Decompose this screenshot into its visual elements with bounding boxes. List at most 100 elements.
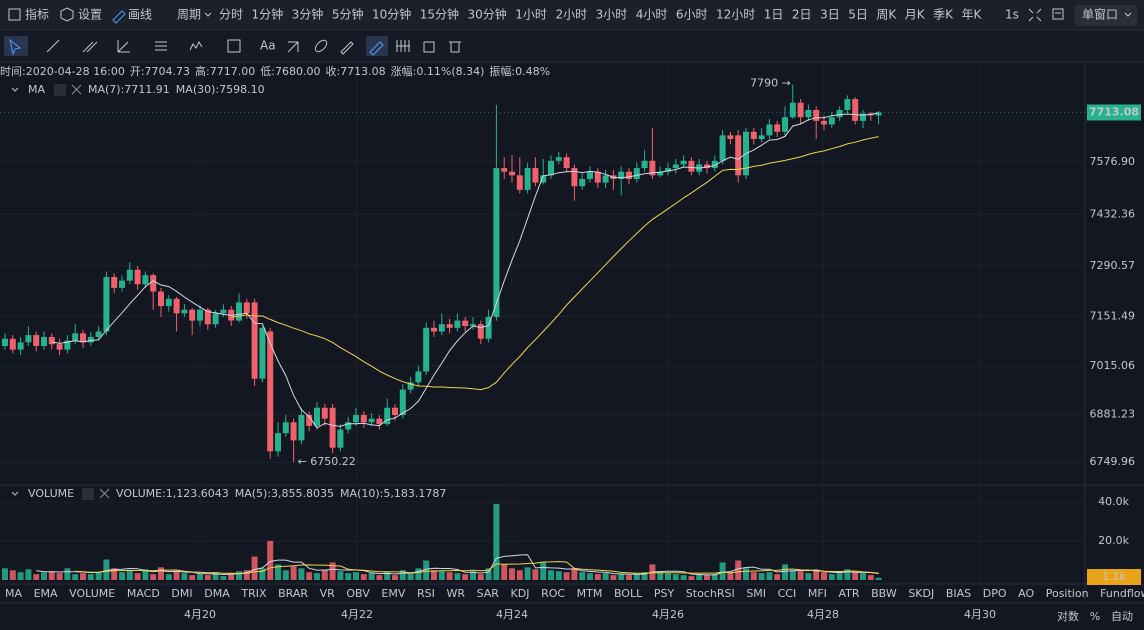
interval-button[interactable]: 月K	[905, 8, 926, 22]
pane-settings[interactable]	[82, 488, 94, 500]
indicator-icon[interactable]	[8, 8, 21, 21]
interval-button[interactable]: 2日	[792, 8, 812, 22]
interval-button[interactable]: 30分钟	[468, 7, 507, 22]
measure-tool[interactable]	[227, 39, 241, 53]
interval-button[interactable]: 周K	[876, 8, 897, 22]
fib-tool[interactable]	[155, 41, 167, 51]
interval-button[interactable]: 分时	[219, 8, 243, 22]
pane-close[interactable]	[99, 488, 110, 499]
info-change: 0.11%(8.34)	[416, 65, 484, 78]
delete-tool[interactable]	[449, 41, 461, 53]
pane-close[interactable]	[71, 84, 82, 95]
indicator-tab[interactable]: TRIX	[240, 587, 267, 600]
angle-tool[interactable]	[117, 40, 130, 53]
hide-tool[interactable]	[423, 41, 435, 53]
indicator-tab[interactable]: SKDJ	[908, 587, 934, 600]
indicator-tab[interactable]: BRAR	[278, 587, 308, 600]
draw-icon[interactable]	[112, 10, 126, 24]
candle-body	[470, 324, 476, 327]
percent-toggle[interactable]: %	[1090, 610, 1100, 623]
indicator-tab[interactable]: SAR	[477, 587, 500, 600]
volume-bar	[415, 568, 422, 580]
channel-tool[interactable]	[82, 41, 98, 53]
settings-icon[interactable]	[60, 7, 74, 22]
refresh-rate[interactable]: 1s	[1005, 8, 1019, 22]
interval-button[interactable]: 6小时	[676, 8, 708, 22]
indicator-tab[interactable]: CCI	[778, 587, 797, 600]
vol-ma5-line	[36, 554, 879, 576]
indicator-tab[interactable]: AO	[1018, 587, 1034, 600]
brush-tool[interactable]	[287, 41, 299, 53]
indicator-tab[interactable]: DMA	[204, 587, 230, 600]
lock-tool[interactable]	[396, 40, 410, 52]
indicator-tab[interactable]: MTM	[577, 587, 603, 600]
volume-last-label: 1.1k	[1102, 570, 1126, 583]
collapse-caret[interactable]	[11, 87, 19, 92]
interval-button[interactable]: 5日	[848, 8, 868, 22]
interval-button[interactable]: 季K	[933, 8, 954, 22]
window-mode[interactable]: 单窗口	[1082, 8, 1118, 22]
x-tick-label: 4月28	[807, 608, 839, 621]
indicator-tab[interactable]: MFI	[808, 587, 827, 600]
candle-body	[485, 316, 492, 339]
wave-tool[interactable]	[189, 40, 203, 51]
interval-button[interactable]: 年K	[961, 8, 982, 22]
collapse-caret[interactable]	[11, 491, 19, 496]
text-tool[interactable]: Aa	[260, 39, 276, 53]
auto-toggle[interactable]: 自动	[1111, 610, 1133, 623]
screenshot-icon[interactable]	[1052, 8, 1064, 20]
interval-button[interactable]: 3日	[820, 8, 840, 22]
indicator-tab[interactable]: MACD	[127, 587, 160, 600]
interval-button[interactable]: 1分钟	[252, 7, 284, 22]
pane-settings[interactable]	[54, 84, 66, 96]
indicator-tab[interactable]: VOLUME	[69, 587, 115, 600]
candle-body	[111, 277, 118, 288]
interval-button[interactable]: 4小时	[636, 8, 668, 22]
volume-bar	[594, 574, 601, 580]
indicator-tab[interactable]: PSY	[654, 587, 675, 600]
indicator-tab[interactable]: DMI	[171, 587, 192, 600]
interval-button[interactable]: 3小时	[596, 8, 628, 22]
interval-button[interactable]: 12小时	[716, 8, 755, 22]
interval-button[interactable]: 5分钟	[332, 7, 364, 22]
interval-button[interactable]: 3分钟	[292, 7, 324, 22]
ruler-tool[interactable]	[340, 41, 354, 55]
window-button[interactable]	[1075, 5, 1137, 26]
log-toggle[interactable]: 对数	[1057, 609, 1079, 623]
eraser-tool[interactable]	[313, 38, 329, 54]
indicator-tab[interactable]: MA	[5, 587, 22, 600]
indicator-tab[interactable]: Position	[1046, 587, 1089, 600]
interval-button[interactable]: 2小时	[555, 8, 587, 22]
indicator-tab[interactable]: ATR	[839, 587, 860, 600]
interval-button[interactable]: 15分钟	[420, 7, 459, 22]
indicator-tab[interactable]: EMA	[34, 587, 58, 600]
indicator-tab[interactable]: StochRSI	[686, 587, 735, 600]
draw-button[interactable]: 画线	[128, 8, 152, 22]
indicator-tab[interactable]: WR	[446, 587, 465, 600]
indicator-tab[interactable]: RSI	[417, 587, 435, 600]
indicator-tab[interactable]: EMV	[381, 587, 405, 600]
indicator-tab[interactable]: SMI	[746, 587, 766, 600]
interval-button[interactable]: 10分钟	[372, 7, 411, 22]
indicator-tab[interactable]: BOLL	[614, 587, 643, 600]
indicators-button[interactable]: 指标	[25, 7, 49, 22]
line-tool[interactable]	[46, 39, 60, 53]
candle-body	[306, 415, 313, 426]
indicator-tab[interactable]: BIAS	[946, 587, 971, 600]
indicator-tab[interactable]: DPO	[983, 587, 1007, 600]
indicator-tab[interactable]: VR	[320, 587, 336, 600]
indicator-tab[interactable]: KDJ	[511, 587, 530, 600]
interval-button[interactable]: 1日	[764, 8, 784, 22]
magnet-tool[interactable]	[369, 41, 384, 56]
settings-button[interactable]: 设置	[78, 8, 102, 22]
candle-body	[579, 178, 586, 187]
interval-button[interactable]: 1小时	[515, 8, 547, 22]
candle-body	[220, 309, 227, 314]
indicator-tab[interactable]: OBV	[346, 587, 370, 600]
indicator-tab[interactable]: BBW	[871, 587, 897, 600]
fullscreen-icon[interactable]	[1028, 8, 1042, 22]
cursor-tool[interactable]	[9, 38, 22, 56]
volume-bar	[688, 576, 695, 580]
indicator-tab[interactable]: Fundflow	[1100, 587, 1144, 600]
indicator-tab[interactable]: ROC	[541, 587, 565, 600]
